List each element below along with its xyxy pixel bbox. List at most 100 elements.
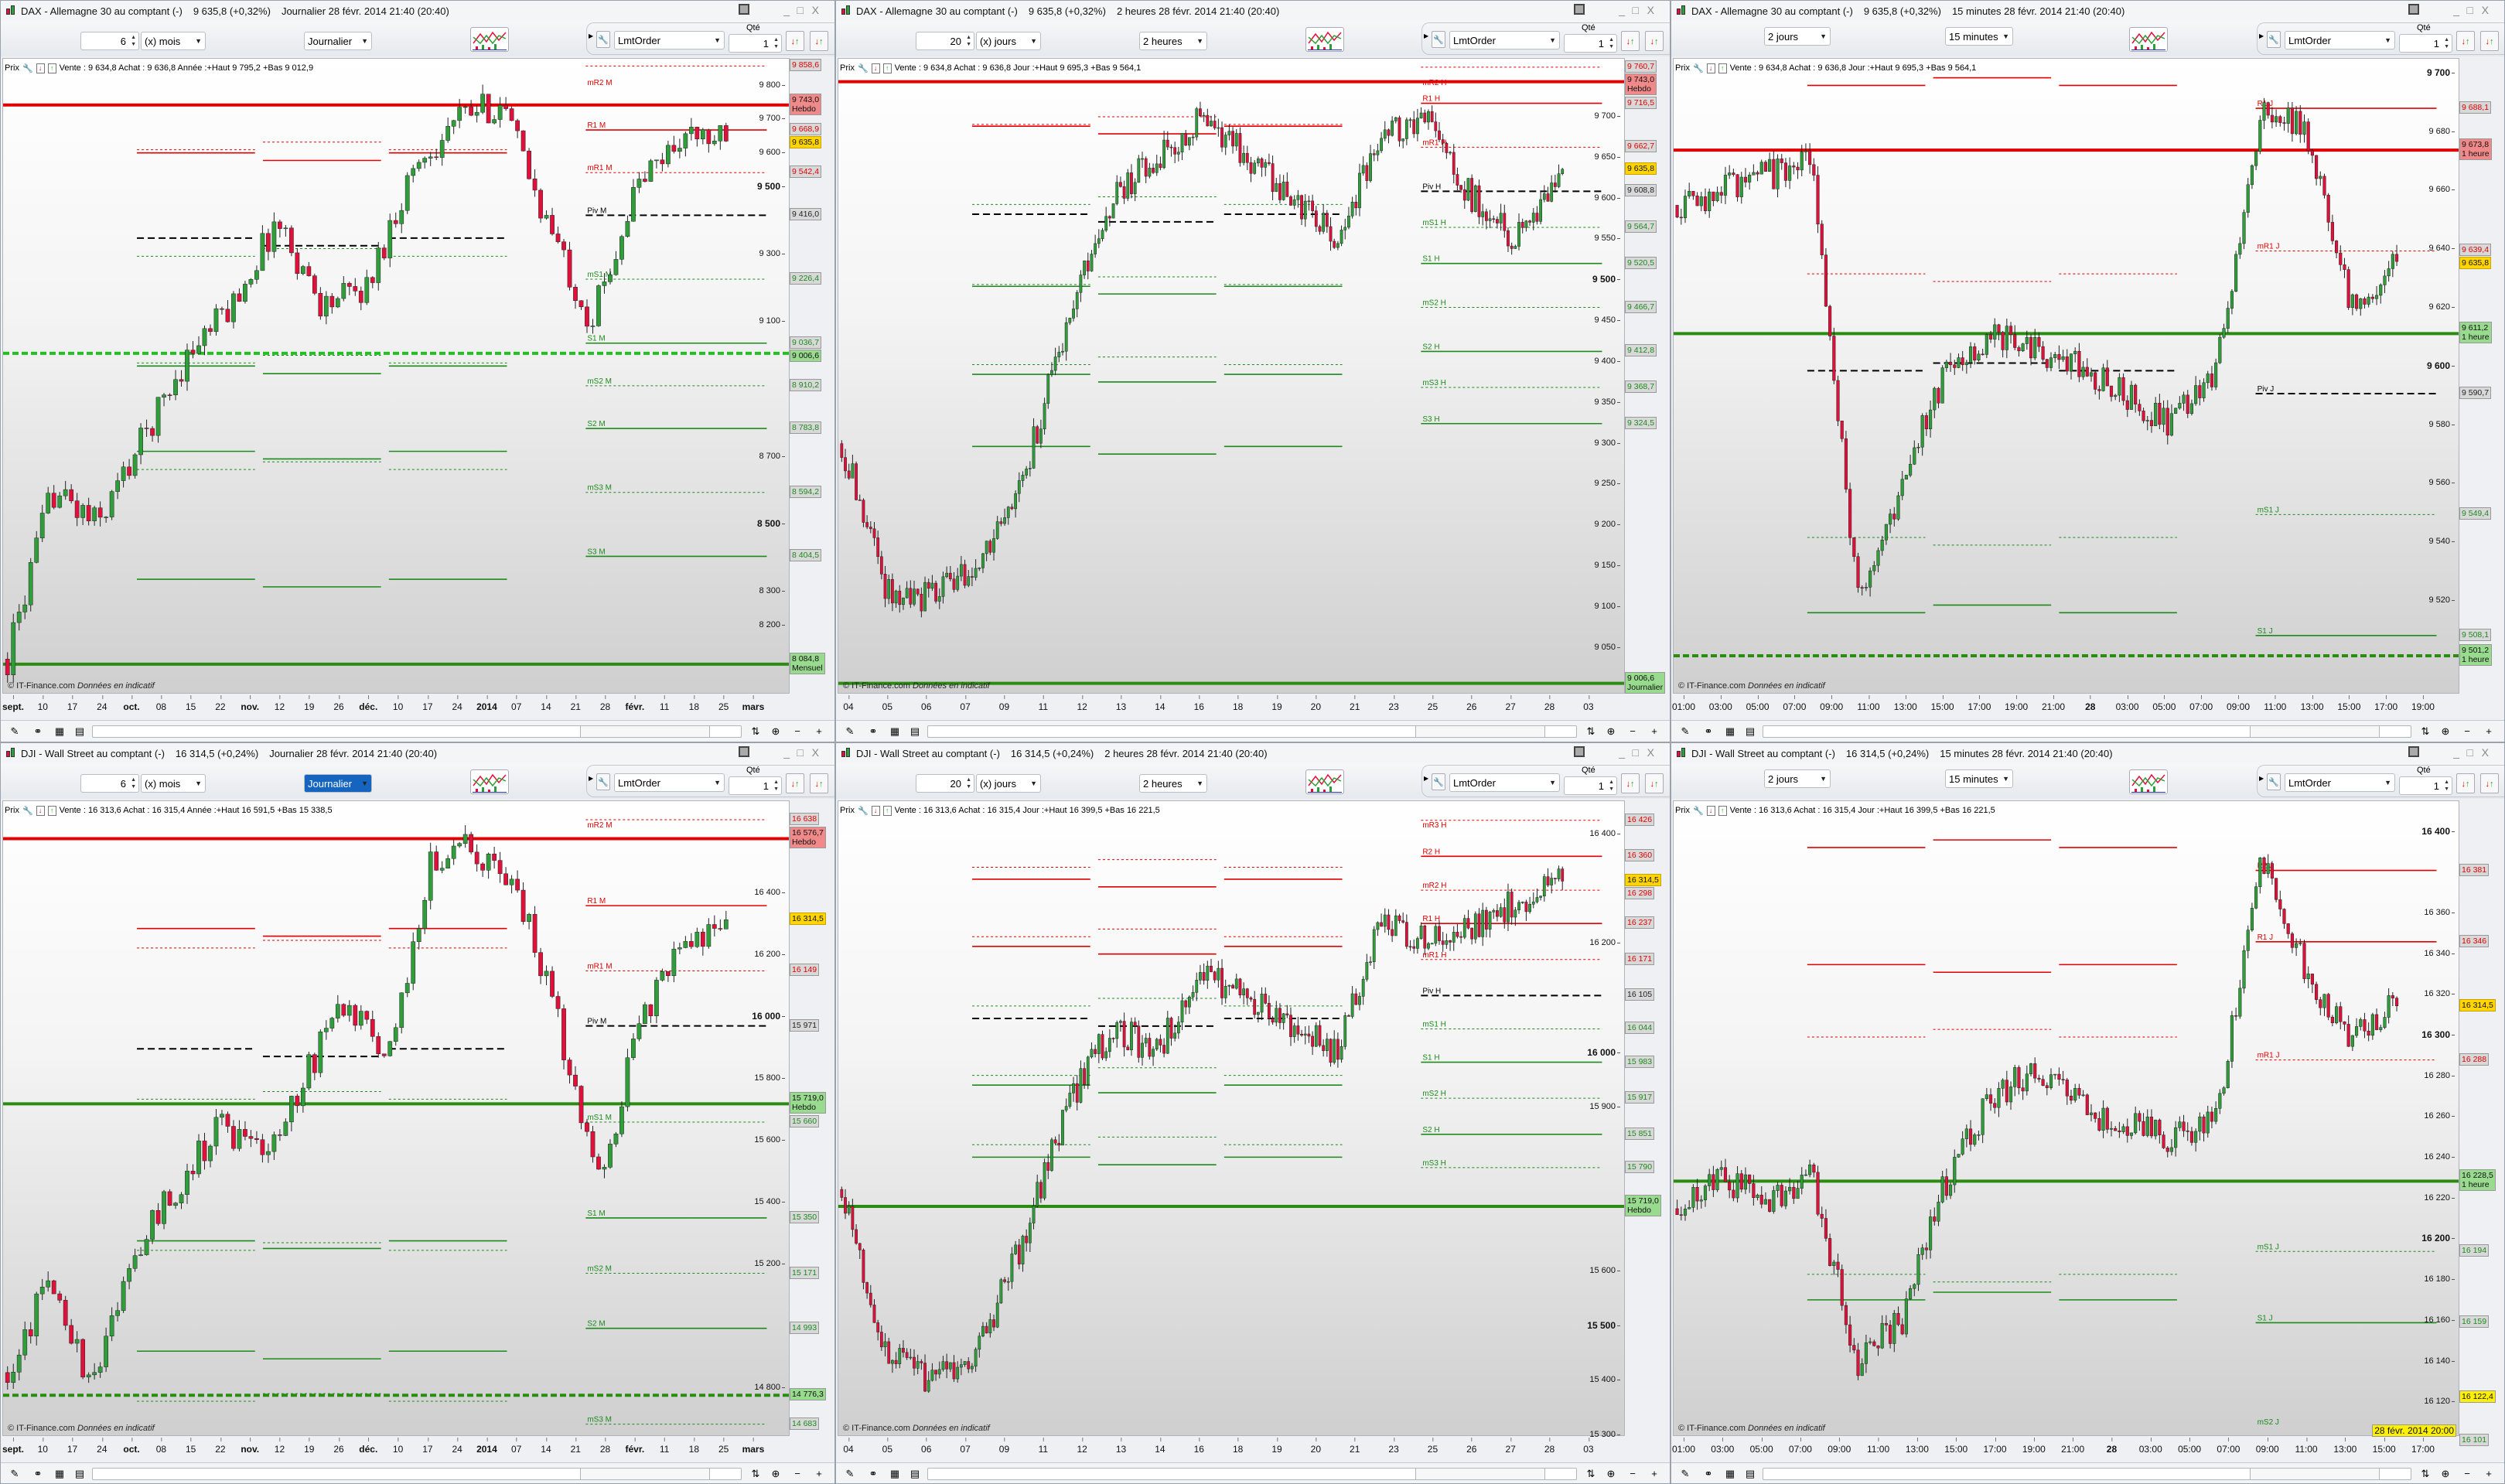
- zoom-out-icon[interactable]: −: [794, 1468, 800, 1479]
- qty-spinner[interactable]: 1 ▲ ▼: [1564, 34, 1617, 53]
- detach-window-icon[interactable]: [739, 746, 749, 757]
- expand-arrow-icon[interactable]: ▶: [589, 32, 594, 39]
- zoom-in-icon[interactable]: +: [2486, 1468, 2492, 1479]
- expand-arrow-icon[interactable]: ▶: [2259, 775, 2264, 782]
- order-settings-wrench-button[interactable]: 🔧: [1432, 31, 1445, 48]
- indicators-button[interactable]: [470, 27, 509, 52]
- wrench-icon[interactable]: 🔧: [22, 806, 33, 816]
- export-icon[interactable]: ▦: [889, 1468, 900, 1479]
- close-button[interactable]: X: [2481, 4, 2489, 16]
- draw-tools-icon[interactable]: ✎: [1681, 725, 1690, 737]
- period-count-spinner[interactable]: 6 ▲ ▼: [80, 774, 139, 793]
- horizontal-scrollbar[interactable]: [927, 1468, 1577, 1480]
- timeframe-select[interactable]: Journalier ▼: [304, 774, 372, 793]
- auto-scale-icon[interactable]: ⇅: [1586, 1468, 1595, 1479]
- zoom-fit-icon[interactable]: ⊕: [2441, 725, 2450, 737]
- link-icon[interactable]: ⚭: [33, 725, 43, 737]
- auto-scale-icon[interactable]: ⇅: [751, 1468, 760, 1479]
- period-count-spinner[interactable]: 6 ▲ ▼: [80, 32, 139, 50]
- duration-select[interactable]: 2 jours ▼: [1764, 769, 1831, 788]
- indicators-button[interactable]: [2129, 27, 2168, 52]
- draw-tools-icon[interactable]: ✎: [845, 1468, 855, 1479]
- zoom-in-icon[interactable]: +: [1651, 725, 1657, 737]
- order-type-select[interactable]: LmtOrder ▼: [614, 31, 725, 49]
- duration-unit-select[interactable]: (x) jours ▼: [976, 32, 1041, 50]
- spinner-arrows-icon[interactable]: ▲ ▼: [2444, 780, 2449, 792]
- duration-unit-select[interactable]: (x) jours ▼: [976, 774, 1041, 793]
- duration-unit-select[interactable]: (x) mois ▼: [141, 32, 206, 50]
- export-icon[interactable]: ▦: [54, 1468, 65, 1479]
- horizontal-scrollbar[interactable]: [92, 1468, 742, 1480]
- sell-arrow-icon[interactable]: ↓: [1706, 805, 1715, 816]
- indicators-button[interactable]: [470, 769, 509, 794]
- scrollbar-thumb[interactable]: [2250, 726, 2380, 737]
- modify-order-button[interactable]: ↓↑: [2480, 31, 2499, 51]
- link-icon[interactable]: ⚭: [869, 1468, 878, 1479]
- export-icon[interactable]: ▦: [889, 725, 900, 737]
- spinner-arrows-icon[interactable]: ▲ ▼: [966, 777, 971, 790]
- qty-spinner[interactable]: 1 ▲ ▼: [2399, 776, 2452, 795]
- export-icon[interactable]: ▦: [1725, 1468, 1735, 1479]
- timeframe-select[interactable]: Journalier ▼: [304, 32, 372, 50]
- close-button[interactable]: X: [1647, 746, 1654, 759]
- timeframe-select[interactable]: 15 minutes ▼: [1945, 27, 2013, 46]
- scrollbar-thumb[interactable]: [580, 726, 710, 737]
- qty-spinner[interactable]: 1 ▲ ▼: [2399, 34, 2452, 53]
- zoom-fit-icon[interactable]: ⊕: [1606, 725, 1616, 737]
- expand-arrow-icon[interactable]: ▶: [2259, 32, 2264, 39]
- spinner-arrows-icon[interactable]: ▲ ▼: [773, 780, 779, 792]
- zoom-fit-icon[interactable]: ⊕: [2441, 1468, 2450, 1479]
- wrench-icon[interactable]: 🔧: [1692, 63, 1704, 73]
- expand-arrow-icon[interactable]: ▶: [1424, 775, 1429, 782]
- wrench-icon[interactable]: 🔧: [857, 63, 869, 73]
- maximize-button[interactable]: □: [797, 4, 804, 16]
- minimize-button[interactable]: _: [783, 746, 790, 759]
- maximize-button[interactable]: □: [797, 746, 804, 759]
- buy-arrow-icon[interactable]: ↑: [882, 805, 892, 816]
- order-settings-wrench-button[interactable]: 🔧: [2267, 31, 2281, 48]
- sell-buy-order-button[interactable]: ↓↑: [786, 773, 804, 793]
- modify-order-button[interactable]: ↓↑: [810, 773, 828, 793]
- zoom-out-icon[interactable]: −: [794, 725, 800, 737]
- order-settings-wrench-button[interactable]: 🔧: [1432, 773, 1445, 790]
- modify-order-button[interactable]: ↓↑: [810, 31, 828, 51]
- order-settings-wrench-button[interactable]: 🔧: [596, 31, 610, 48]
- detach-window-icon[interactable]: [1574, 746, 1585, 757]
- detach-window-icon[interactable]: [2408, 746, 2419, 757]
- close-button[interactable]: X: [811, 746, 819, 759]
- price-chart-area[interactable]: Prix 🔧 ↓ ↑ Vente : 9 634,8 Achat : 9 636,8 J…: [838, 58, 1625, 694]
- maximize-button[interactable]: □: [2466, 746, 2473, 759]
- wrench-icon[interactable]: 🔧: [22, 63, 33, 73]
- order-type-select[interactable]: LmtOrder ▼: [1449, 31, 1560, 49]
- maximize-button[interactable]: □: [2466, 4, 2473, 16]
- period-count-spinner[interactable]: 20 ▲ ▼: [916, 774, 974, 793]
- zoom-fit-icon[interactable]: ⊕: [771, 1468, 780, 1479]
- sell-arrow-icon[interactable]: ↓: [1706, 63, 1715, 73]
- detach-window-icon[interactable]: [739, 4, 749, 15]
- qty-spinner[interactable]: 1 ▲ ▼: [1564, 776, 1617, 795]
- order-settings-wrench-button[interactable]: 🔧: [596, 773, 610, 790]
- order-settings-wrench-button[interactable]: 🔧: [2267, 773, 2281, 790]
- sell-buy-order-button[interactable]: ↓↑: [786, 31, 804, 51]
- timeframe-select[interactable]: 2 heures ▼: [1139, 32, 1207, 50]
- export-icon[interactable]: ▦: [54, 725, 65, 737]
- link-icon[interactable]: ⚭: [869, 725, 878, 737]
- layout-icon[interactable]: ▤: [1745, 725, 1756, 737]
- wrench-icon[interactable]: 🔧: [1692, 806, 1704, 816]
- sell-buy-order-button[interactable]: ↓↑: [1621, 773, 1640, 793]
- expand-arrow-icon[interactable]: ▶: [589, 775, 594, 782]
- sell-arrow-icon[interactable]: ↓: [36, 805, 45, 816]
- export-icon[interactable]: ▦: [1725, 725, 1735, 737]
- auto-scale-icon[interactable]: ⇅: [1586, 725, 1595, 737]
- spinner-arrows-icon[interactable]: ▲ ▼: [2444, 37, 2449, 49]
- qty-spinner[interactable]: 1 ▲ ▼: [729, 34, 782, 53]
- maximize-button[interactable]: □: [1632, 4, 1639, 16]
- horizontal-scrollbar[interactable]: [1763, 1468, 2411, 1480]
- zoom-fit-icon[interactable]: ⊕: [1606, 1468, 1616, 1479]
- close-button[interactable]: X: [811, 4, 819, 16]
- zoom-in-icon[interactable]: +: [816, 1468, 822, 1479]
- horizontal-scrollbar[interactable]: [1763, 725, 2411, 738]
- buy-arrow-icon[interactable]: ↑: [47, 805, 56, 816]
- price-chart-area[interactable]: Prix 🔧 ↓ ↑ Vente : 16 313,6 Achat : 16 315,4…: [1673, 800, 2459, 1436]
- minimize-button[interactable]: _: [1619, 746, 1625, 759]
